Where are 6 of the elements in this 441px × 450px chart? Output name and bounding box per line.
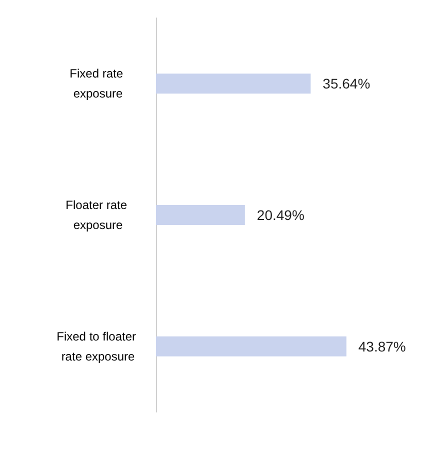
y-tick-label: Floater rate exposure bbox=[66, 198, 130, 232]
y-tick-label: Fixed to floater rate exposure bbox=[56, 329, 140, 364]
data-label: 20.49% bbox=[256, 207, 304, 223]
y-tick-label: Fixed rate exposure bbox=[70, 66, 126, 101]
data-label: 35.64% bbox=[322, 76, 370, 92]
data-label: 43.87% bbox=[358, 338, 406, 354]
